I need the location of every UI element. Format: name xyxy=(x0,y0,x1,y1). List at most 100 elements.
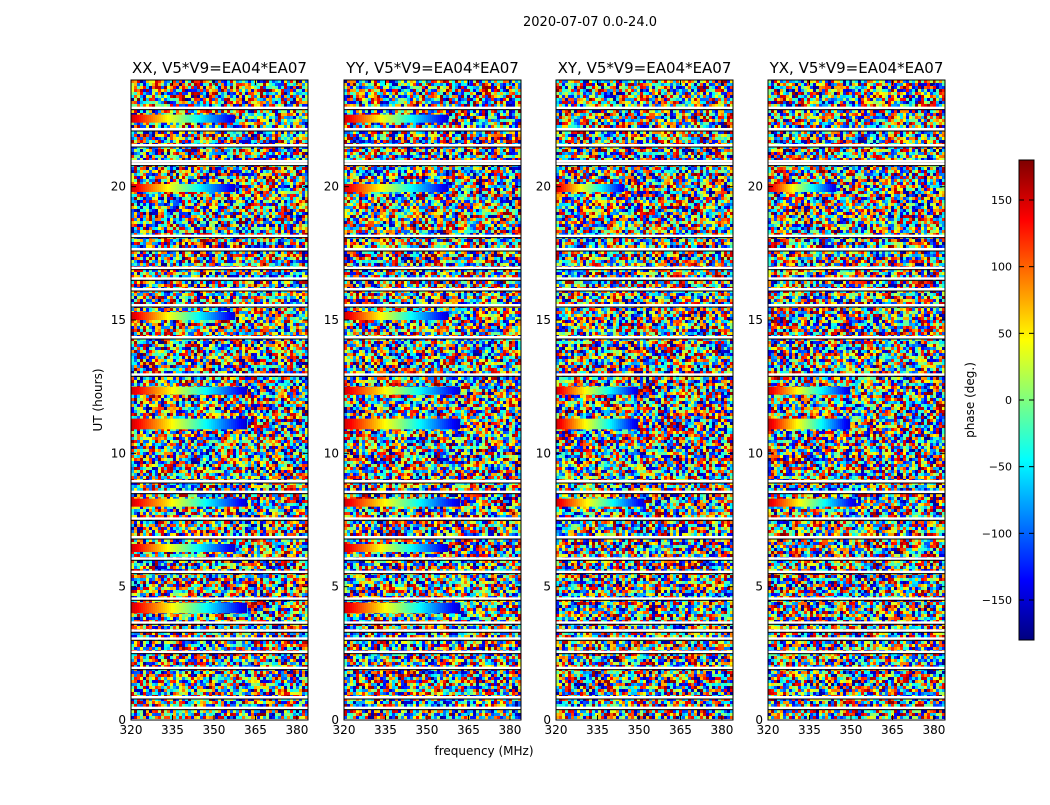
flagged-row-edge xyxy=(768,632,945,633)
y-tick-label: 20 xyxy=(536,180,551,194)
flagged-row-edge xyxy=(131,251,308,252)
flagged-row-edge xyxy=(556,269,733,270)
flagged-row xyxy=(768,667,945,670)
flagged-row xyxy=(768,160,945,163)
flagged-row xyxy=(556,536,733,539)
x-tick-label: 365 xyxy=(881,723,904,737)
coherent-band xyxy=(131,499,247,507)
flagged-row-edge xyxy=(131,131,308,132)
coherent-band xyxy=(556,387,638,395)
flagged-row xyxy=(768,235,945,238)
flagged-row-edge xyxy=(768,699,945,700)
flagged-row xyxy=(344,491,521,494)
flagged-row-edge xyxy=(344,709,521,710)
panel-title: XX, V5*V9=EA04*EA07 xyxy=(132,59,307,77)
flagged-row-edge xyxy=(768,539,945,540)
y-tick-label: 0 xyxy=(118,713,126,727)
flagged-row xyxy=(556,160,733,163)
coherent-band xyxy=(556,184,624,192)
flagged-row xyxy=(556,277,733,280)
flagged-row-edge xyxy=(556,699,733,700)
flagged-row-edge xyxy=(556,483,733,484)
flagged-row xyxy=(131,651,308,654)
flagged-row xyxy=(556,597,733,600)
flagged-row-edge xyxy=(768,376,945,377)
flagged-row xyxy=(131,571,308,574)
flagged-row-edge xyxy=(131,600,308,601)
flagged-row xyxy=(556,304,733,307)
flagged-row xyxy=(131,597,308,600)
flagged-row xyxy=(768,517,945,520)
flagged-row xyxy=(556,517,733,520)
flagged-row xyxy=(556,667,733,670)
flagged-row-edge xyxy=(556,237,733,238)
flagged-row-edge xyxy=(556,165,733,166)
flagged-row-edge xyxy=(768,669,945,670)
flagged-row xyxy=(344,235,521,238)
flagged-row-edge xyxy=(556,520,733,521)
flagged-row xyxy=(344,304,521,307)
y-axis-label: UT (hours) xyxy=(91,368,105,431)
flagged-row-edge xyxy=(556,493,733,494)
flagged-row-edge xyxy=(131,709,308,710)
flagged-row xyxy=(556,557,733,560)
x-tick-label: 380 xyxy=(498,723,521,737)
flagged-row xyxy=(768,491,945,494)
flagged-row xyxy=(131,336,308,339)
flagged-row-edge xyxy=(768,624,945,625)
flagged-row xyxy=(344,144,521,147)
flagged-row xyxy=(131,160,308,163)
flagged-row-edge xyxy=(768,147,945,148)
flagged-row-edge xyxy=(344,653,521,654)
flagged-row-edge xyxy=(768,493,945,494)
x-tick-label: 335 xyxy=(374,723,397,737)
chart-svg: 2020-07-07 0.0-24.0 frequency (MHz) UT (… xyxy=(0,0,1050,800)
flagged-row-edge xyxy=(768,653,945,654)
coherent-band xyxy=(768,184,836,192)
flagged-row-edge xyxy=(344,483,521,484)
flagged-row xyxy=(344,288,521,291)
flagged-row-edge xyxy=(768,269,945,270)
colorbar-tick-label: 100 xyxy=(991,261,1012,274)
x-tick-label: 350 xyxy=(416,723,439,737)
flagged-row-edge xyxy=(344,165,521,166)
flagged-row-edge xyxy=(131,560,308,561)
flagged-row xyxy=(344,696,521,699)
flagged-row-edge xyxy=(768,131,945,132)
x-tick-label: 380 xyxy=(285,723,308,737)
colorbar-label: phase (deg.) xyxy=(963,362,977,438)
flagged-row xyxy=(344,667,521,670)
coherent-band xyxy=(344,544,448,552)
flagged-row xyxy=(344,267,521,270)
flagged-row xyxy=(131,304,308,307)
flagged-row-edge xyxy=(131,147,308,148)
flagged-row-edge xyxy=(768,165,945,166)
x-tick-label: 350 xyxy=(840,723,863,737)
colorbar-tick-label: 150 xyxy=(991,194,1012,207)
coherent-band xyxy=(344,419,460,430)
flagged-row-edge xyxy=(556,339,733,340)
flagged-row-edge xyxy=(768,251,945,252)
flagged-row-edge xyxy=(344,147,521,148)
flagged-row xyxy=(131,128,308,131)
flagged-row xyxy=(131,707,308,710)
flagged-row-edge xyxy=(131,165,308,166)
flagged-row xyxy=(344,517,521,520)
flagged-row xyxy=(344,597,521,600)
flagged-row xyxy=(768,707,945,710)
flagged-row-edge xyxy=(131,307,308,308)
flagged-row xyxy=(344,373,521,376)
colorbar-tick-label: 50 xyxy=(998,327,1012,340)
flagged-row xyxy=(556,163,733,166)
flagged-row xyxy=(768,571,945,574)
y-tick-label: 5 xyxy=(755,580,763,594)
flagged-row-edge xyxy=(131,624,308,625)
flagged-row xyxy=(344,536,521,539)
y-tick-label: 5 xyxy=(118,580,126,594)
flagged-row-edge xyxy=(556,307,733,308)
flagged-row xyxy=(768,621,945,624)
flagged-row xyxy=(556,336,733,339)
